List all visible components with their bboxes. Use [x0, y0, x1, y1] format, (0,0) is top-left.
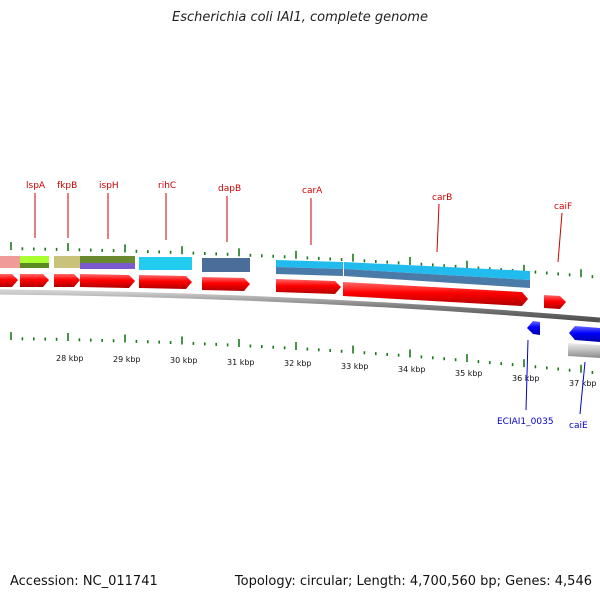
gene-label-lspA[interactable]: lspA	[26, 181, 46, 191]
cds-arrow[interactable]	[20, 274, 49, 287]
feature-band[interactable]	[202, 258, 250, 272]
cds-arrow[interactable]	[343, 282, 528, 306]
genome-summary-label: Topology: circular; Length: 4,700,560 bp…	[234, 574, 592, 589]
feature-band[interactable]	[276, 267, 343, 276]
gene-leader-line	[579, 361, 586, 415]
cds-arrow[interactable]	[544, 295, 566, 309]
cds-arrow[interactable]	[80, 274, 135, 288]
gene-label-caiE[interactable]: caiE	[569, 421, 588, 431]
gene-leader-line	[557, 212, 563, 263]
feature-band-row	[0, 256, 530, 288]
forward-tick-row	[10, 242, 594, 279]
cds-arrow[interactable]	[0, 274, 18, 287]
ruler-tick-row	[10, 332, 594, 374]
genome-title: Escherichia coli IAI1, complete genome	[172, 10, 428, 25]
feature-band[interactable]	[344, 262, 530, 280]
feature-band[interactable]	[80, 256, 135, 263]
cds-arrow[interactable]	[139, 275, 192, 289]
forward-gene-labels: lspA fkpB ispH rihC dapB carA carB caiF	[26, 181, 572, 263]
cds-arrow[interactable]	[54, 274, 80, 287]
cds-arrow[interactable]	[202, 277, 250, 291]
feature-band[interactable]	[80, 263, 135, 269]
cds-arrow[interactable]	[568, 343, 600, 358]
reverse-gene-labels: ECIAI1_0035 caiE	[497, 339, 588, 431]
gene-label-ECIAI1_0035[interactable]: ECIAI1_0035	[497, 417, 554, 427]
ruler-tick-label: 34 kbp	[398, 365, 426, 374]
feature-band[interactable]	[20, 263, 49, 268]
reverse-cds-row	[527, 321, 600, 358]
feature-band[interactable]	[54, 256, 80, 268]
feature-band[interactable]	[20, 256, 49, 263]
feature-band[interactable]	[139, 257, 192, 270]
gene-label-caiF[interactable]: caiF	[554, 202, 572, 212]
feature-band[interactable]	[276, 260, 343, 269]
ruler-tick-label: 36 kbp	[512, 374, 540, 383]
cds-arrow[interactable]	[276, 279, 341, 294]
accession-label: Accession: NC_011741	[10, 574, 158, 589]
ruler-tick-label: 35 kbp	[455, 369, 483, 378]
cds-arrow[interactable]	[569, 326, 600, 342]
genome-backbone	[0, 289, 600, 323]
cds-arrow[interactable]	[527, 321, 540, 335]
gene-label-carB[interactable]: carB	[432, 193, 452, 203]
forward-cds-row	[0, 274, 566, 309]
gene-leader-line	[525, 339, 529, 411]
gene-label-ispH[interactable]: ispH	[99, 181, 119, 191]
gene-label-carA[interactable]: carA	[302, 186, 323, 196]
ruler-tick-label: 32 kbp	[284, 359, 312, 368]
gene-label-fkpB[interactable]: fkpB	[57, 181, 77, 191]
feature-band[interactable]	[0, 256, 20, 268]
ruler-tick-label: 30 kbp	[170, 356, 198, 365]
ruler-tick-label: 33 kbp	[341, 362, 369, 371]
gene-leader-line	[436, 203, 440, 253]
ruler-labels: 28 kbp 29 kbp 30 kbp 31 kbp 32 kbp 33 kb…	[56, 354, 597, 388]
gene-label-dapB[interactable]: dapB	[218, 184, 241, 194]
feature-band[interactable]	[344, 269, 530, 288]
ruler-tick-label: 31 kbp	[227, 358, 255, 367]
gene-label-rihC[interactable]: rihC	[158, 181, 176, 191]
ruler-tick-label: 29 kbp	[113, 355, 141, 364]
ruler-tick-label: 28 kbp	[56, 354, 84, 363]
